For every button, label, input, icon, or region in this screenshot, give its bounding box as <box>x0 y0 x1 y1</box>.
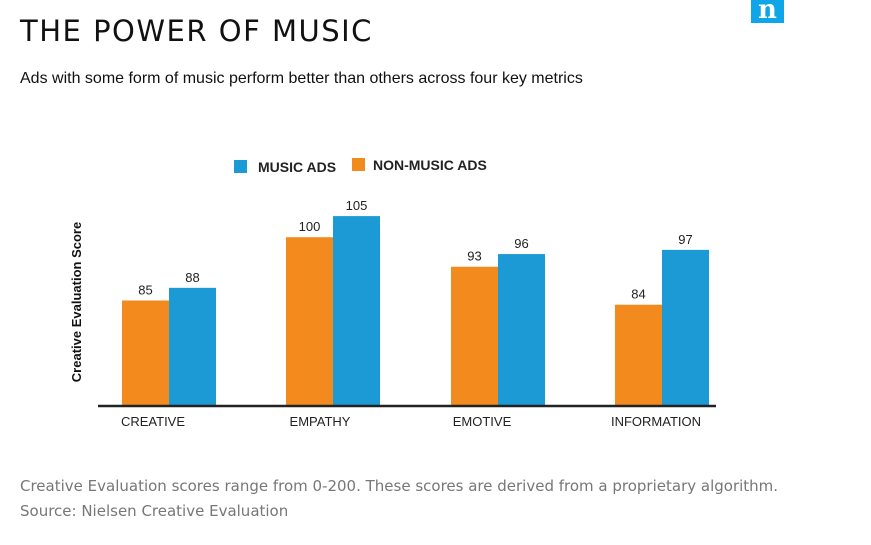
bar-music-empathy <box>333 216 380 406</box>
bar-non-music-creative <box>122 300 169 406</box>
y-axis-label: Creative Evaluation Score <box>69 222 84 382</box>
page-title: THE POWER OF MUSIC <box>20 14 373 48</box>
x-tick-label-information: INFORMATION <box>611 414 701 429</box>
x-tick-label-creative: CREATIVE <box>121 414 185 429</box>
page-subtitle: Ads with some form of music perform bett… <box>20 70 583 87</box>
source-note: Source: Nielsen Creative Evaluation <box>20 502 289 520</box>
bar-chart: 85 88 CREATIVE 100 105 EMPATHY 93 96 EMOTIVE 84 97… <box>69 157 716 429</box>
data-label-non-music-empathy: 100 <box>299 219 321 234</box>
x-tick-label-empathy: EMPATHY <box>290 414 351 429</box>
legend-swatch-music <box>234 160 247 173</box>
data-label-music-creative: 88 <box>185 270 199 285</box>
legend-label-non-music: NON-MUSIC ADS <box>373 157 487 173</box>
data-label-music-information: 97 <box>678 232 692 247</box>
footnote: Creative Evaluation scores range from 0-… <box>20 477 779 495</box>
legend-swatch-non-music <box>352 158 365 171</box>
data-label-non-music-information: 84 <box>631 287 645 302</box>
bar-music-creative <box>169 287 216 406</box>
bar-music-emotive <box>498 254 545 406</box>
data-label-music-empathy: 105 <box>346 198 368 213</box>
bar-non-music-emotive <box>451 266 498 406</box>
legend-label-music: MUSIC ADS <box>258 159 336 175</box>
bar-non-music-empathy <box>286 237 333 406</box>
nielsen-logo: n <box>751 0 784 23</box>
data-label-non-music-emotive: 93 <box>467 249 481 264</box>
data-label-non-music-creative: 85 <box>138 283 152 298</box>
bar-music-information <box>662 249 709 406</box>
x-tick-label-emotive: EMOTIVE <box>453 414 512 429</box>
bar-non-music-information <box>615 304 662 406</box>
data-label-music-emotive: 96 <box>514 236 528 251</box>
